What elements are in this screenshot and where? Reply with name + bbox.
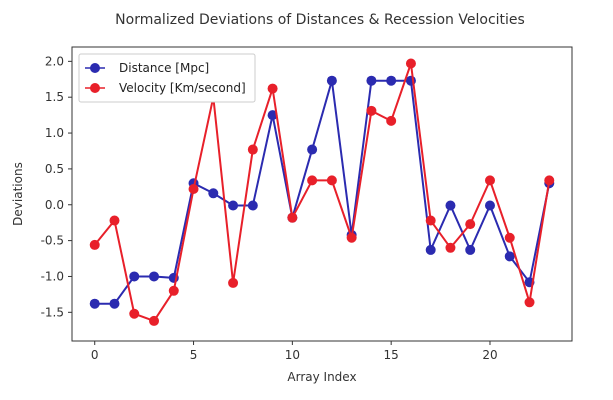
y-tick-label: 1.5 — [45, 90, 64, 104]
point-distance — [366, 75, 377, 86]
point-distance — [228, 200, 239, 211]
legend-box — [78, 53, 256, 103]
y-tick-label: 2.0 — [45, 54, 64, 68]
point-velocity — [287, 212, 298, 223]
point-distance — [307, 144, 318, 155]
point-velocity — [326, 175, 337, 186]
point-distance — [129, 271, 140, 282]
chart-title: Normalized Deviations of Distances & Rec… — [115, 12, 525, 28]
y-tick-label: -1.5 — [41, 305, 64, 319]
point-velocity — [425, 215, 436, 226]
point-distance — [208, 188, 219, 199]
point-velocity — [405, 58, 416, 69]
point-velocity — [366, 105, 377, 116]
point-distance — [386, 75, 397, 86]
point-velocity — [386, 115, 397, 126]
point-distance — [149, 271, 160, 282]
series-layer — [89, 58, 555, 326]
y-tick-label: -1.0 — [41, 269, 64, 283]
x-tick-label: 20 — [482, 348, 497, 362]
point-distance — [89, 298, 100, 309]
y-axis-ticks: -1.5 -1.0 -0.5 0.0 0.5 1.0 1.5 2.0 — [41, 54, 72, 319]
y-tick-label: 0.5 — [45, 162, 64, 176]
point-velocity — [267, 83, 278, 94]
legend-marker-velocity — [90, 83, 100, 93]
point-velocity — [129, 308, 140, 319]
point-distance — [109, 298, 120, 309]
legend-label-distance: Distance [Mpc] — [119, 61, 209, 75]
x-tick-label: 15 — [384, 348, 399, 362]
point-velocity — [228, 277, 239, 288]
point-distance — [504, 251, 515, 262]
point-velocity — [109, 215, 120, 226]
point-distance — [484, 200, 495, 211]
x-tick-label: 0 — [91, 348, 99, 362]
x-axis-label: Array Index — [287, 370, 356, 384]
point-velocity — [544, 175, 555, 186]
legend-marker-distance — [90, 63, 100, 73]
y-tick-label: 1.0 — [45, 126, 64, 140]
point-velocity — [168, 285, 179, 296]
point-velocity — [307, 175, 318, 186]
point-velocity — [188, 183, 199, 194]
series-line-velocity — [93, 63, 551, 323]
x-tick-label: 5 — [190, 348, 198, 362]
point-distance — [445, 200, 456, 211]
x-axis-ticks: 0 5 10 15 20 — [91, 341, 498, 362]
point-distance — [465, 244, 476, 255]
point-velocity — [89, 239, 100, 250]
point-distance — [267, 110, 278, 121]
point-velocity — [524, 297, 535, 308]
x-tick-label: 10 — [285, 348, 300, 362]
series-line-distance — [94, 79, 551, 305]
point-velocity — [484, 175, 495, 186]
y-tick-label: 0.0 — [45, 198, 64, 212]
point-velocity — [465, 219, 476, 230]
point-velocity — [445, 242, 456, 253]
plot-frame — [71, 46, 573, 342]
point-velocity — [346, 232, 357, 243]
point-distance — [326, 75, 337, 86]
point-distance — [247, 200, 258, 211]
legend-label-velocity: Velocity [Km/second] — [119, 81, 246, 95]
legend: Distance [Mpc] Velocity [Km/second] — [78, 53, 256, 103]
point-velocity — [247, 144, 258, 155]
y-tick-label: -0.5 — [41, 234, 64, 248]
point-velocity — [504, 232, 515, 243]
point-distance — [425, 244, 436, 255]
y-axis-label: Deviations — [11, 162, 25, 226]
point-velocity — [149, 315, 160, 326]
